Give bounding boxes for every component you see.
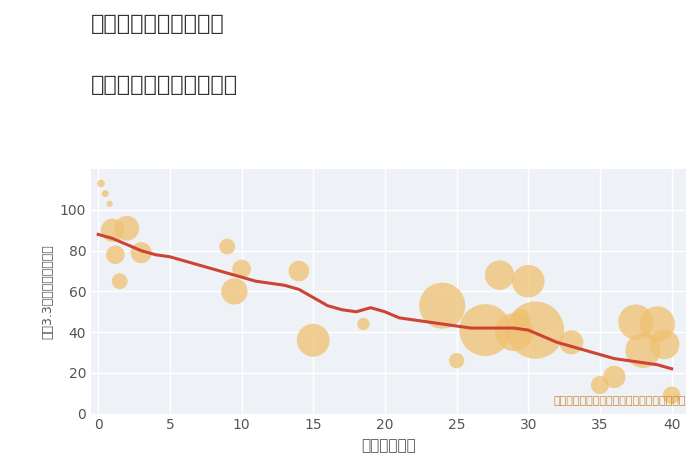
Point xyxy=(530,326,541,334)
Point xyxy=(136,249,147,257)
Point xyxy=(110,251,121,258)
X-axis label: 築年数（年）: 築年数（年） xyxy=(361,438,416,453)
Point xyxy=(229,288,240,295)
Point xyxy=(494,271,505,279)
Point xyxy=(594,381,606,389)
Point xyxy=(114,277,125,285)
Point xyxy=(99,190,111,197)
Point xyxy=(307,337,318,344)
Point xyxy=(566,338,577,346)
Point xyxy=(293,267,304,275)
Point xyxy=(666,392,678,399)
Point xyxy=(104,200,116,208)
Point xyxy=(222,243,233,251)
Point xyxy=(652,320,663,328)
Y-axis label: 坪（3.3㎡）単価（万円）: 坪（3.3㎡）単価（万円） xyxy=(41,244,54,339)
Point xyxy=(451,357,462,364)
Point xyxy=(630,318,641,326)
Point xyxy=(638,347,649,354)
Text: 兵庫県姫路市御立東の: 兵庫県姫路市御立東の xyxy=(91,14,225,34)
Point xyxy=(358,320,369,328)
Point xyxy=(659,341,670,348)
Point xyxy=(95,180,106,187)
Point xyxy=(508,329,519,336)
Point xyxy=(480,326,491,334)
Point xyxy=(437,302,448,309)
Point xyxy=(609,373,620,381)
Text: 築年数別中古戸建て価格: 築年数別中古戸建て価格 xyxy=(91,75,238,95)
Text: 円の大きさは、取引のあった物件面積を示す: 円の大きさは、取引のあった物件面積を示す xyxy=(554,396,686,406)
Point xyxy=(236,265,247,273)
Point xyxy=(107,227,118,234)
Point xyxy=(515,314,526,321)
Point xyxy=(121,225,132,232)
Point xyxy=(523,277,534,285)
